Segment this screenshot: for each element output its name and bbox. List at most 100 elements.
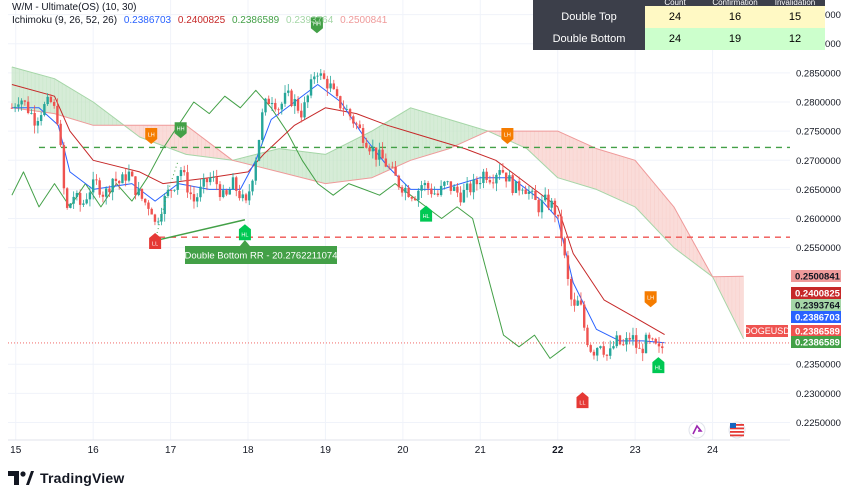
cloud-segment [247, 155, 253, 166]
swing-marker-ll: LL [149, 233, 162, 250]
candle-body [430, 188, 433, 195]
candle-body [521, 189, 524, 191]
candle-body [85, 199, 88, 204]
cloud-segment [58, 80, 63, 117]
candle-body [465, 183, 469, 190]
candle-body [153, 214, 157, 222]
candle-body [459, 192, 462, 203]
candle-body [397, 175, 401, 188]
candle-body [498, 170, 501, 175]
candle-body [605, 354, 609, 356]
cloud-segment [185, 124, 191, 156]
candle-body [114, 178, 118, 181]
cloud-segment [603, 150, 609, 195]
candle-body [566, 255, 570, 279]
candle-body [82, 203, 85, 205]
legend-value-senkou-a: 0.2393764 [286, 15, 334, 26]
price-axis-label: 0.2386703 [791, 311, 841, 324]
swing-marker-hl: HL [652, 357, 665, 374]
ichimoku-lines [11, 66, 744, 359]
candle-body [287, 90, 290, 93]
cloud-segment [340, 144, 346, 182]
price-axis-label-bg [791, 325, 841, 337]
price-axis-label: 0.2386589 [791, 325, 841, 338]
cloud-segment [425, 112, 431, 156]
cloud-segment [588, 144, 593, 189]
y-tick-label: 0.2350000 [796, 360, 841, 371]
price-chart[interactable]: Double Bottom RR - 20.2762211074 LHHHHHL… [0, 0, 852, 470]
swing-marker-hh: HH [174, 122, 187, 139]
candle-body [101, 194, 105, 197]
candle-body [543, 194, 547, 201]
candle-body [104, 188, 108, 197]
swing-marker-shape [420, 205, 433, 222]
candle-body [612, 346, 615, 349]
candle-body [33, 112, 36, 126]
cloud-segment [623, 156, 628, 204]
cloud-segment [321, 153, 326, 184]
cloud-segment [189, 127, 195, 156]
price-axis-label-text: 0.2386703 [795, 313, 840, 324]
candle-body [306, 95, 309, 103]
cloud-segment [631, 158, 636, 208]
candle-body [404, 187, 407, 193]
candle-body [462, 189, 466, 203]
cloud-segment [81, 94, 86, 124]
double-bottom-annotation-text: Double Bottom RR - 20.2762211074 [185, 251, 338, 262]
cloud-segment [92, 101, 98, 126]
cloud-segment [329, 150, 334, 184]
swing-marker-shape [310, 17, 323, 34]
candle-body [534, 190, 537, 200]
x-tick-label: 17 [165, 445, 177, 456]
candle-body [394, 166, 397, 176]
candle-body [560, 216, 563, 239]
cloud-segment [290, 149, 295, 177]
candle-body [238, 190, 241, 199]
price-axis-label-text: 0.2400825 [795, 289, 841, 300]
candle-body [290, 90, 293, 107]
cloud-segment [170, 125, 175, 151]
stats-invalidation: 15 [765, 6, 825, 28]
cloud-segment [549, 130, 555, 175]
legend-name: Ichimoku (9, 26, 52, 26) [12, 15, 118, 26]
swing-marker-shape [652, 357, 665, 374]
cloud-segment [418, 109, 423, 159]
candle-body [300, 110, 303, 118]
swing-marker-label: HL [655, 365, 662, 371]
candle-body [410, 197, 414, 199]
pattern-stats-table: Count Confirmation Invalidation Double T… [533, 0, 825, 50]
candle-body [36, 121, 40, 126]
candle-body [355, 123, 358, 125]
candle-body [277, 109, 280, 111]
candle-body [631, 335, 635, 340]
x-tick-label: 15 [10, 445, 22, 456]
candle-body [137, 188, 140, 196]
y-tick-label: 0.2750000 [796, 127, 841, 138]
candle-body [283, 92, 287, 104]
senkou-span-a-line [11, 66, 744, 339]
candle-body [261, 112, 264, 140]
stats-row-double-top: Double Top 24 16 15 [533, 6, 825, 28]
candle-body [654, 338, 657, 344]
candle-body [622, 344, 625, 346]
stats-count: 24 [645, 6, 705, 28]
chikou-span-line [11, 89, 566, 359]
candle-body [469, 183, 472, 193]
cloud-segment [294, 150, 299, 178]
candle-body [339, 96, 342, 109]
swing-marker-shape [238, 224, 251, 241]
candle-body [342, 108, 345, 110]
candle-body [618, 335, 622, 345]
cloud-segment [23, 69, 28, 111]
pattern-dotted-leg [154, 160, 179, 241]
cloud-segment [197, 133, 202, 157]
cloud-segment [658, 187, 663, 236]
candle-body [88, 192, 92, 200]
stats-row-label: Double Bottom [533, 28, 645, 50]
cloud-segment [332, 148, 338, 183]
candle-body [456, 186, 459, 193]
tradingview-logo[interactable]: TradingView [8, 470, 124, 486]
candle-body [244, 194, 248, 201]
cloud-segment [542, 130, 547, 168]
cloud-segment [267, 150, 272, 171]
